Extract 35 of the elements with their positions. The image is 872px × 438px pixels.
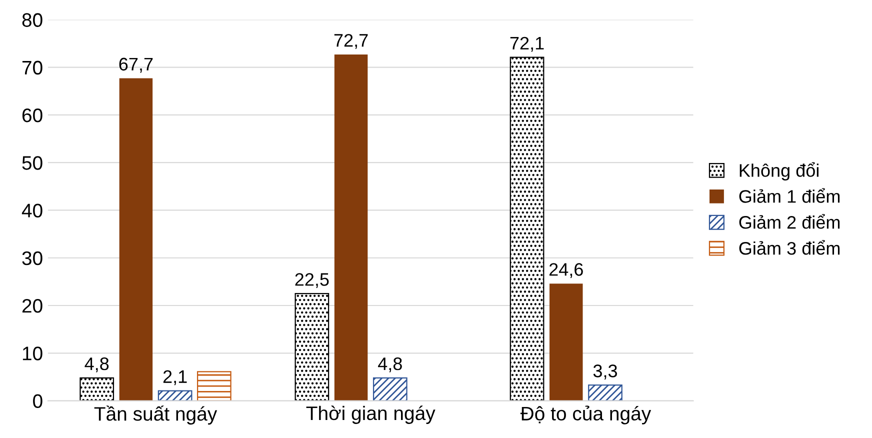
- data-label: 3,3: [593, 364, 618, 380]
- x-tick-label: Độ to của ngáy: [520, 406, 652, 424]
- bar: [158, 390, 192, 401]
- bar: [334, 54, 368, 401]
- legend-label: Không đổi: [740, 162, 818, 180]
- data-label: 22,5: [295, 273, 329, 288]
- bar: [119, 78, 153, 401]
- legend-label: Giảm 2 điểm: [739, 214, 840, 229]
- bar: [294, 293, 330, 401]
- y-tick-label: 70: [22, 60, 42, 75]
- data-label: 72,7: [334, 34, 368, 49]
- y-tick-label: 80: [22, 13, 42, 27]
- bar: [196, 371, 232, 401]
- y-tick-label: 10: [22, 346, 42, 360]
- x-tick-label: Thời gian ngáy: [306, 406, 436, 424]
- legend-label: Giảm 3 điểm: [739, 240, 840, 255]
- data-label: 24,6: [549, 263, 583, 278]
- data-label: 4,8: [378, 357, 402, 372]
- bar: [588, 384, 622, 401]
- y-tick-label: 30: [22, 251, 42, 266]
- bar: [372, 377, 408, 401]
- bar: [80, 377, 114, 401]
- data-label: 72,1: [510, 36, 544, 52]
- legend-label: Giảm 1 điểm: [739, 188, 840, 203]
- y-tick-label: 50: [22, 156, 42, 170]
- y-tick-label: 20: [22, 298, 42, 313]
- x-tick-label: Tần suất ngáy: [94, 406, 218, 425]
- bar: [550, 284, 583, 401]
- data-label: 2,1: [163, 370, 187, 386]
- data-label: 67,7: [119, 58, 153, 73]
- y-tick-label: 60: [22, 108, 42, 122]
- data-label: 4,8: [84, 357, 109, 372]
- bar: [510, 56, 544, 401]
- y-tick-label: 0: [33, 394, 42, 408]
- y-tick-label: 40: [22, 204, 42, 218]
